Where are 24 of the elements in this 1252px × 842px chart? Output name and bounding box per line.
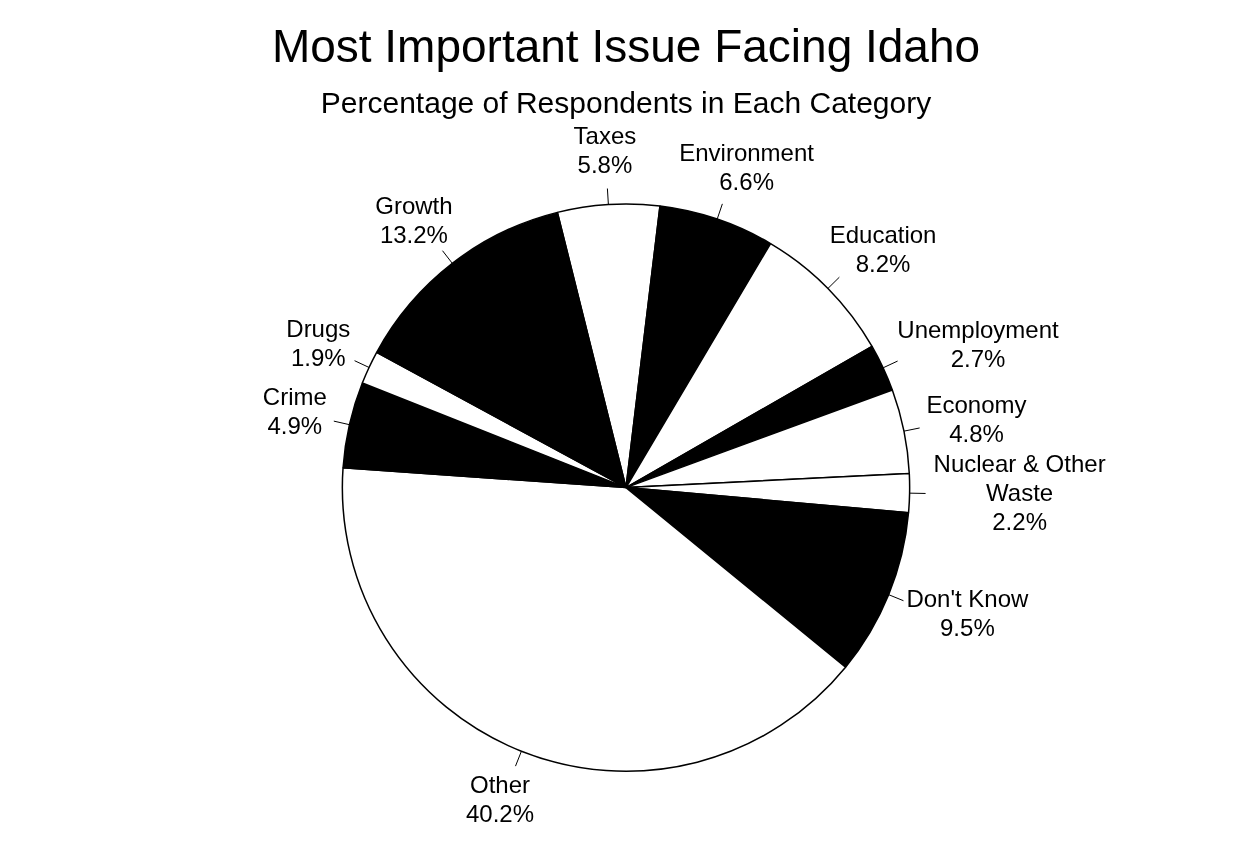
slice-label: Unemployment — [897, 315, 1060, 343]
slice-label: Taxes — [573, 121, 637, 149]
data-label: 9.5% — [940, 613, 995, 641]
slice-label: Crime — [262, 383, 327, 411]
slice-label: Nuclear & Other Waste — [933, 450, 1106, 507]
data-label: 2.2% — [992, 508, 1047, 536]
data-label: 4.9% — [267, 412, 323, 440]
slice-label: Environment — [679, 138, 815, 166]
data-label: 6.6% — [719, 167, 774, 195]
data-label: 1.9% — [290, 344, 346, 372]
chart-subtitle: Percentage of Respondents in Each Category — [320, 86, 932, 120]
slice-label: Economy — [926, 390, 1027, 418]
data-label: 40.2% — [465, 799, 535, 827]
data-label: 8.2% — [855, 250, 911, 278]
chart-title: Most Important Issue Facing Idaho — [271, 20, 981, 73]
data-label: 13.2% — [379, 220, 448, 248]
slice-label: Other — [469, 770, 531, 798]
data-label: 2.7% — [950, 344, 1006, 372]
slice-label: Education — [829, 221, 937, 249]
slice-label: Drugs — [286, 315, 351, 343]
slice-label: Don't Know — [906, 584, 1030, 612]
data-label: 4.8% — [949, 419, 1004, 447]
data-label: 5.8% — [577, 150, 633, 178]
slice-label: Growth — [375, 191, 453, 219]
